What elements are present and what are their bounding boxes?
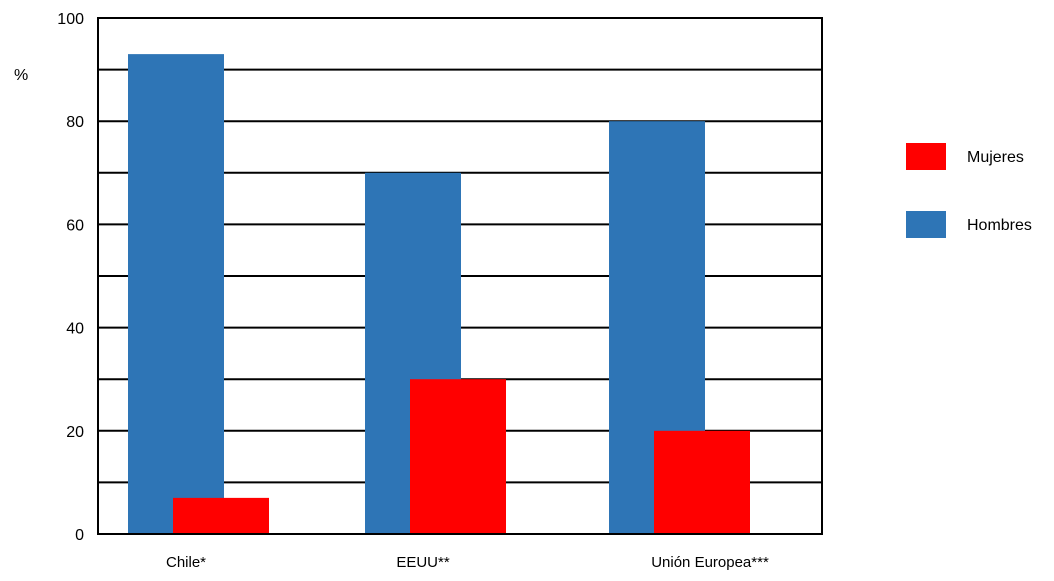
category-label: Chile*: [166, 554, 206, 571]
y-tick-label: 80: [66, 114, 84, 131]
y-tick-label: 40: [66, 321, 84, 338]
legend-swatch: [906, 211, 946, 238]
category-label: Unión Europea***: [651, 554, 769, 571]
category-label: EEUU**: [396, 554, 450, 571]
y-axis-label: %: [14, 67, 28, 84]
y-tick-label: 60: [66, 217, 84, 234]
bar-mujeres-1: [173, 497, 269, 534]
legend-swatch: [906, 143, 946, 170]
legend: Mujeres Hombres: [906, 143, 1032, 238]
y-tick-label: 100: [57, 11, 84, 28]
plot-frame: [97, 17, 823, 535]
y-tick-label: 0: [75, 527, 84, 544]
x-tick-labels: Chile* EEUU** Unión Europea***: [166, 554, 769, 571]
y-tick-labels: 0 20 40 60 80 100: [57, 11, 84, 544]
bars: [128, 54, 750, 535]
y-tick-label: 20: [66, 424, 84, 441]
bar-mujeres-3: [654, 430, 750, 534]
legend-label: Mujeres: [967, 149, 1024, 166]
bar-hombres-1: [128, 54, 224, 535]
legend-label: Hombres: [967, 217, 1032, 234]
bar-mujeres-2: [410, 379, 506, 534]
